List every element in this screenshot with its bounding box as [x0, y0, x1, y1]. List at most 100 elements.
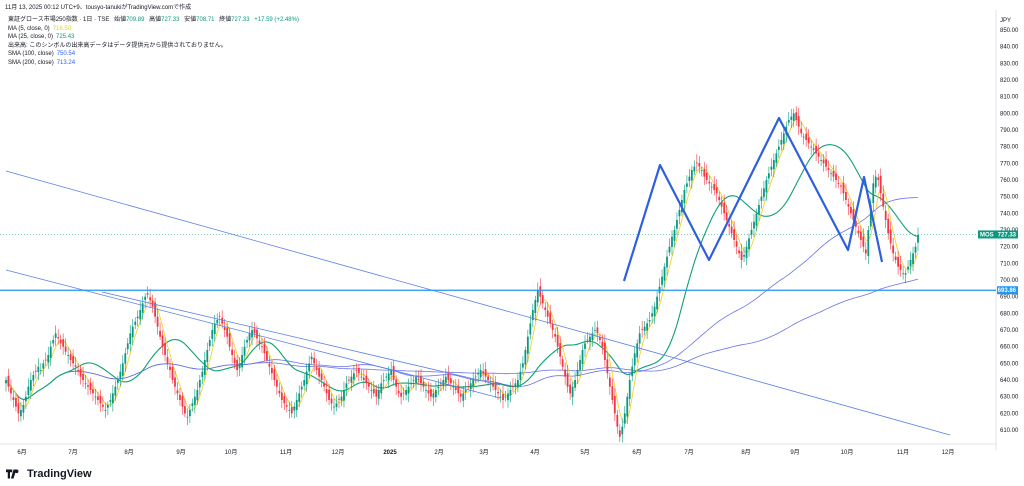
candle-body: [382, 380, 385, 381]
candle-body: [439, 383, 442, 385]
legend-sma100-row[interactable]: SMA (100, close) 750.54: [8, 50, 299, 59]
x-tick-label: 9月: [790, 449, 799, 456]
candle-body: [427, 390, 430, 394]
candle-body: [840, 185, 842, 187]
candle-body: [159, 330, 161, 337]
y-tick-label: 840.00: [1000, 45, 1019, 51]
candle-body: [203, 360, 206, 375]
candle-body: [559, 343, 562, 357]
candle-body: [738, 250, 740, 254]
x-tick-label: 11月: [897, 449, 909, 456]
candle-body: [763, 188, 765, 198]
candle-body: [375, 389, 378, 397]
tradingview-brand[interactable]: TradingView: [6, 468, 92, 480]
ma25-value: 725.43: [56, 34, 75, 41]
x-tick-label: 6月: [17, 449, 26, 456]
candle-body: [64, 346, 67, 352]
candle-body: [330, 398, 333, 404]
candlesticks: [5, 106, 919, 443]
candle-body: [603, 342, 606, 360]
y-tick-label: 770.00: [1000, 161, 1019, 167]
candle-body: [477, 373, 480, 375]
y-tick-label: 790.00: [1000, 128, 1019, 134]
candle-body: [750, 230, 753, 235]
ohlc-high-label: 高値: [149, 17, 162, 23]
legend-volume-row[interactable]: 出来高: このシンボルの出来高データはデータ提供元から提供されておりません。: [8, 42, 299, 51]
candle-body: [549, 312, 552, 324]
candle-body: [472, 380, 475, 387]
y-tick-label: 670.00: [1000, 328, 1019, 334]
candle-body: [613, 395, 616, 414]
candle-body: [700, 170, 703, 171]
candle-body: [370, 390, 373, 391]
y-tick-label: 700.00: [1000, 278, 1019, 284]
candle-body: [581, 350, 584, 365]
candle-body: [457, 385, 460, 394]
candle-body: [656, 296, 658, 310]
candle-body: [407, 386, 410, 394]
candle-body: [285, 405, 288, 407]
candle-body: [673, 230, 676, 241]
candle-body: [758, 205, 760, 214]
candle-body: [479, 370, 482, 378]
x-tick-label: 2月: [434, 449, 443, 456]
currency-label: JPY: [1000, 18, 1011, 24]
y-tick-label: 820.00: [1000, 78, 1019, 84]
candle-body: [136, 316, 139, 319]
candle-body: [62, 339, 65, 347]
candle-body: [509, 390, 512, 396]
legend-sma200-row[interactable]: SMA (200, close) 713.24: [8, 59, 299, 68]
legend-ma25-row[interactable]: MA (25, close, 0) 725.43: [8, 33, 299, 42]
candle-body: [47, 355, 50, 363]
ma5-line: [5, 118, 919, 424]
candle-body: [705, 172, 708, 180]
candle-body: [343, 390, 345, 401]
symbol-tag-label: MOS: [980, 232, 994, 238]
candle-body: [258, 340, 261, 344]
legend-ma5-row[interactable]: MA (5, close, 0) 716.50: [8, 25, 299, 34]
candle-body: [802, 136, 805, 138]
candle-body: [328, 389, 330, 400]
candle-body: [5, 380, 7, 384]
candle-body: [618, 430, 621, 437]
candle-body: [526, 336, 529, 354]
candle-body: [405, 390, 407, 395]
pattern-zigzag: [622, 116, 884, 282]
candle-body: [174, 377, 176, 387]
candle-body: [628, 380, 631, 399]
candle-body: [566, 373, 569, 387]
candle-body: [198, 380, 201, 388]
trendline-mid: [101, 291, 501, 386]
candle-body: [745, 246, 748, 258]
candle-body: [606, 359, 609, 374]
candle-body: [748, 238, 750, 250]
candle-body: [902, 273, 904, 275]
candle-body: [646, 323, 649, 331]
ohlc-open-label: 始値: [114, 17, 127, 23]
candle-body: [360, 376, 363, 378]
candle-body: [444, 376, 447, 383]
y-tick-label: 830.00: [1000, 61, 1019, 67]
candle-body: [536, 290, 539, 303]
candle-body: [10, 387, 12, 394]
candle-body: [283, 396, 286, 404]
candle-body: [410, 383, 412, 385]
candle-body: [422, 382, 425, 387]
candle-body: [551, 323, 554, 330]
candle-body: [226, 327, 229, 337]
candle-body: [385, 376, 388, 378]
candle-body: [268, 363, 271, 367]
x-tick-label: 12月: [942, 449, 955, 456]
candle-body: [521, 363, 524, 368]
hline-price-label: 693.86: [998, 288, 1017, 294]
x-tick-label: 4月: [530, 449, 539, 456]
x-tick-label: 10月: [841, 449, 854, 456]
candle-body: [512, 386, 514, 387]
candle-body: [631, 366, 634, 377]
candle-body: [564, 369, 567, 377]
symbol-name[interactable]: 東証グロース市場250指数 · 1日 · TSE: [8, 17, 110, 23]
candle-body: [502, 393, 504, 400]
candle-body: [710, 186, 713, 188]
candle-body: [313, 357, 316, 364]
